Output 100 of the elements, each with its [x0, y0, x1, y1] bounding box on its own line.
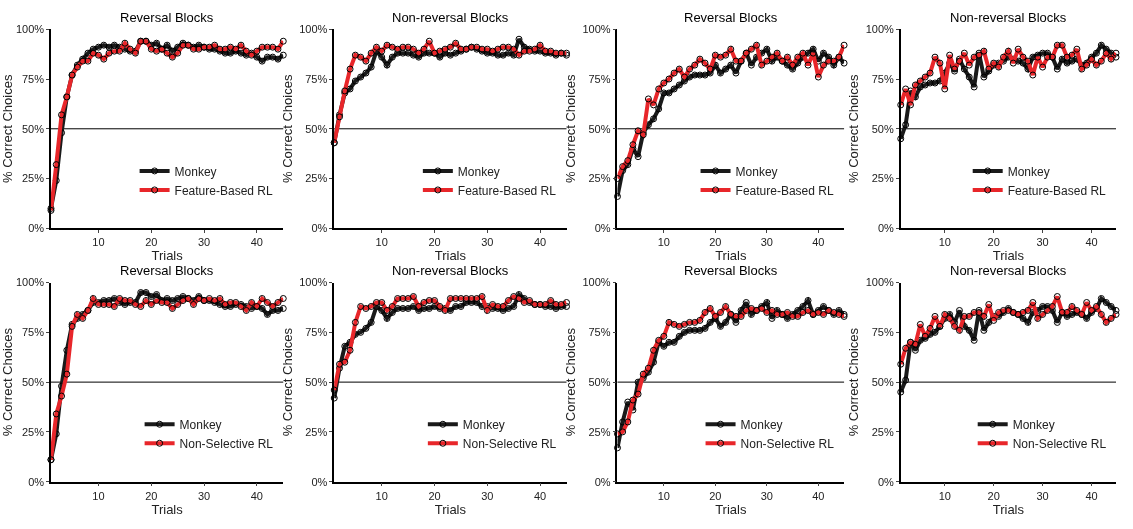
chart-title: Non-reversal Blocks [392, 10, 509, 25]
y-tick-label: 75% [588, 72, 611, 85]
legend-label: Non-Selective RL [1012, 436, 1107, 451]
x-tick-label: 40 [1085, 236, 1098, 249]
legend-label: Feature-Based RL [735, 183, 834, 198]
x-tick-label: 20 [428, 489, 441, 502]
x-tick-label: 20 [987, 489, 1000, 502]
y-tick-label: 25% [871, 425, 894, 438]
chart-title: Non-reversal Blocks [950, 263, 1067, 278]
x-tick-label: 20 [145, 489, 158, 502]
y-tick-label: 50% [588, 375, 611, 388]
x-tick-label: 10 [938, 236, 951, 249]
chart-title: Reversal Blocks [120, 263, 214, 278]
y-tick-label: 50% [588, 122, 611, 135]
x-axis-title: Trials [151, 248, 184, 264]
y-tick-label: 50% [305, 122, 328, 135]
x-axis-title: Trials [434, 501, 467, 517]
y-axis-title: % Correct Choices [846, 327, 862, 437]
y-tick-label: 75% [22, 72, 45, 85]
x-tick-label: 10 [92, 236, 105, 249]
x-tick-label: 30 [197, 489, 211, 502]
y-tick-label: 100% [865, 276, 894, 289]
y-tick-label: 75% [305, 326, 328, 339]
legend-label: Non-Selective RL [179, 436, 274, 451]
y-tick-label: 25% [588, 172, 611, 185]
y-tick-label: 75% [871, 326, 894, 339]
legend-label: Monkey [179, 417, 222, 432]
y-tick-label: 50% [22, 122, 45, 135]
y-tick-label: 100% [582, 276, 611, 289]
y-tick-label: 0% [311, 222, 328, 235]
x-tick-label: 40 [533, 236, 547, 249]
x-tick-label: 30 [1036, 489, 1049, 502]
y-axis-title: % Correct Choices [0, 74, 15, 183]
y-axis-title: % Correct Choices [846, 74, 862, 183]
y-axis-title: % Correct Choices [562, 327, 578, 437]
y-tick-label: 100% [299, 23, 328, 36]
x-tick-label: 20 [145, 236, 158, 249]
chart-title: Reversal Blocks [684, 263, 778, 278]
legend-label: Monkey [457, 164, 500, 179]
legend-label: Feature-Based RL [1007, 183, 1107, 198]
y-axis-title: % Correct Choices [279, 327, 295, 437]
chart-title: Reversal Blocks [120, 10, 214, 25]
legend-label: Monkey [735, 164, 778, 179]
x-tick-label: 20 [709, 489, 722, 502]
x-tick-label: 40 [533, 489, 547, 502]
chart-title: Reversal Blocks [684, 10, 778, 25]
x-axis-title: Trials [715, 501, 747, 517]
x-axis-title: Trials [151, 501, 184, 517]
legend-label: Monkey [1007, 164, 1050, 179]
x-tick-label: 30 [760, 236, 773, 249]
y-tick-label: 25% [871, 172, 894, 185]
x-tick-label: 40 [812, 489, 825, 502]
x-tick-label: 30 [197, 236, 211, 249]
x-tick-label: 30 [481, 489, 494, 502]
y-tick-label: 75% [871, 72, 894, 85]
y-axis-title: % Correct Choices [0, 327, 15, 437]
legend-label: Monkey [1012, 417, 1055, 432]
legend-label: Non-Selective RL [740, 436, 835, 451]
x-tick-label: 10 [375, 236, 388, 249]
x-axis-title: Trials [434, 248, 467, 264]
x-tick-label: 10 [375, 489, 388, 502]
y-tick-label: 50% [305, 375, 328, 388]
y-tick-label: 0% [877, 475, 894, 488]
y-axis-title: % Correct Choices [562, 74, 578, 183]
x-tick-label: 10 [657, 489, 670, 502]
x-tick-label: 30 [760, 489, 773, 502]
legend-label: Non-Selective RL [462, 436, 557, 451]
y-tick-label: 0% [594, 475, 611, 488]
x-tick-label: 10 [657, 236, 670, 249]
y-tick-label: 25% [588, 425, 611, 438]
y-axis-title: % Correct Choices [279, 74, 295, 183]
x-tick-label: 20 [709, 236, 722, 249]
legend-label: Monkey [462, 417, 505, 432]
y-tick-label: 0% [311, 475, 328, 488]
x-tick-label: 40 [1085, 489, 1098, 502]
x-axis-title: Trials [992, 248, 1025, 264]
y-tick-label: 25% [22, 172, 45, 185]
y-tick-label: 100% [582, 23, 611, 36]
y-tick-label: 100% [15, 276, 45, 289]
y-tick-label: 0% [877, 222, 894, 235]
chart-title: Non-reversal Blocks [392, 263, 509, 278]
legend-label: Feature-Based RL [174, 183, 273, 198]
y-tick-label: 0% [28, 222, 45, 235]
y-tick-label: 25% [22, 425, 45, 438]
x-tick-label: 40 [250, 236, 263, 249]
y-tick-label: 25% [305, 425, 328, 438]
y-tick-label: 100% [299, 276, 328, 289]
y-tick-label: 50% [871, 375, 894, 388]
y-tick-label: 100% [15, 23, 45, 36]
x-axis-title: Trials [992, 501, 1025, 517]
legend-label: Feature-Based RL [457, 183, 557, 198]
x-tick-label: 10 [938, 489, 951, 502]
x-tick-label: 30 [1036, 236, 1049, 249]
x-tick-label: 30 [481, 236, 494, 249]
y-tick-label: 0% [594, 222, 611, 235]
x-tick-label: 40 [250, 489, 263, 502]
x-tick-label: 10 [92, 489, 105, 502]
y-tick-label: 100% [865, 23, 894, 36]
y-tick-label: 75% [305, 72, 328, 85]
y-tick-label: 50% [22, 375, 45, 388]
